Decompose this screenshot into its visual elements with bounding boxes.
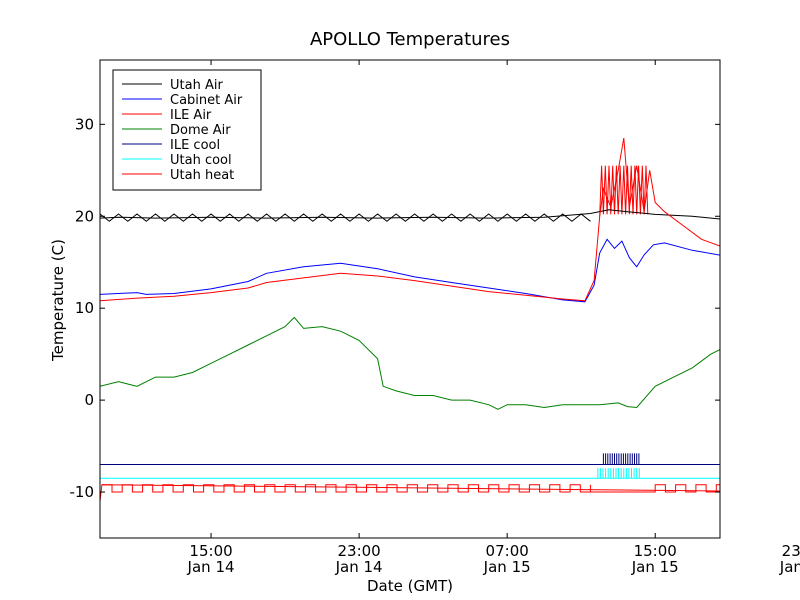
x-axis-label: Date (GMT): [367, 577, 453, 595]
legend-label: Utah cool: [170, 153, 232, 168]
x-tick-time: 23:00: [337, 542, 380, 560]
series-layer: [100, 138, 720, 502]
series-line-cabinet-air: [100, 238, 720, 303]
utah-cool-spikes: [597, 468, 640, 479]
x-tick-time: 07:00: [486, 542, 529, 560]
series-line-ile-air: [100, 138, 720, 302]
y-tick-label: 0: [84, 391, 94, 409]
plot-frame: [99, 59, 721, 539]
y-tick-label: 20: [75, 207, 94, 225]
legend-label: Utah Air: [170, 78, 223, 93]
x-tick-time: 15:00: [189, 542, 232, 560]
series-line-utah-air: [100, 209, 720, 220]
x-tick-time: 15:00: [634, 542, 677, 560]
y-axis: -10 0 10 20 30: [70, 115, 720, 501]
y-tick-label: 10: [75, 299, 94, 317]
x-tick-time: 23:00: [782, 542, 800, 560]
x-tick-date: Jan 15: [631, 558, 679, 576]
series-line-utah-heat: [100, 484, 720, 502]
chart-title: APOLLO Temperatures: [310, 29, 510, 50]
ile-cool-spikes: [602, 453, 640, 465]
x-tick-date: Jan 15: [779, 558, 800, 576]
legend-label: ILE cool: [170, 138, 220, 153]
legend-label: Dome Air: [170, 123, 231, 138]
y-axis-label: Temperature (C): [49, 239, 67, 362]
series-line-dome-air: [100, 316, 720, 410]
x-tick-date: Jan 15: [483, 558, 531, 576]
legend-label: Cabinet Air: [170, 93, 243, 108]
y-tick-label: -10: [70, 483, 95, 501]
x-tick-date: Jan 14: [187, 558, 235, 576]
legend-label: Utah heat: [170, 168, 234, 183]
y-tick-label: 30: [75, 115, 94, 133]
x-tick-date: Jan 14: [335, 558, 383, 576]
legend-label: ILE Air: [170, 108, 212, 123]
legend-box: [112, 69, 262, 191]
